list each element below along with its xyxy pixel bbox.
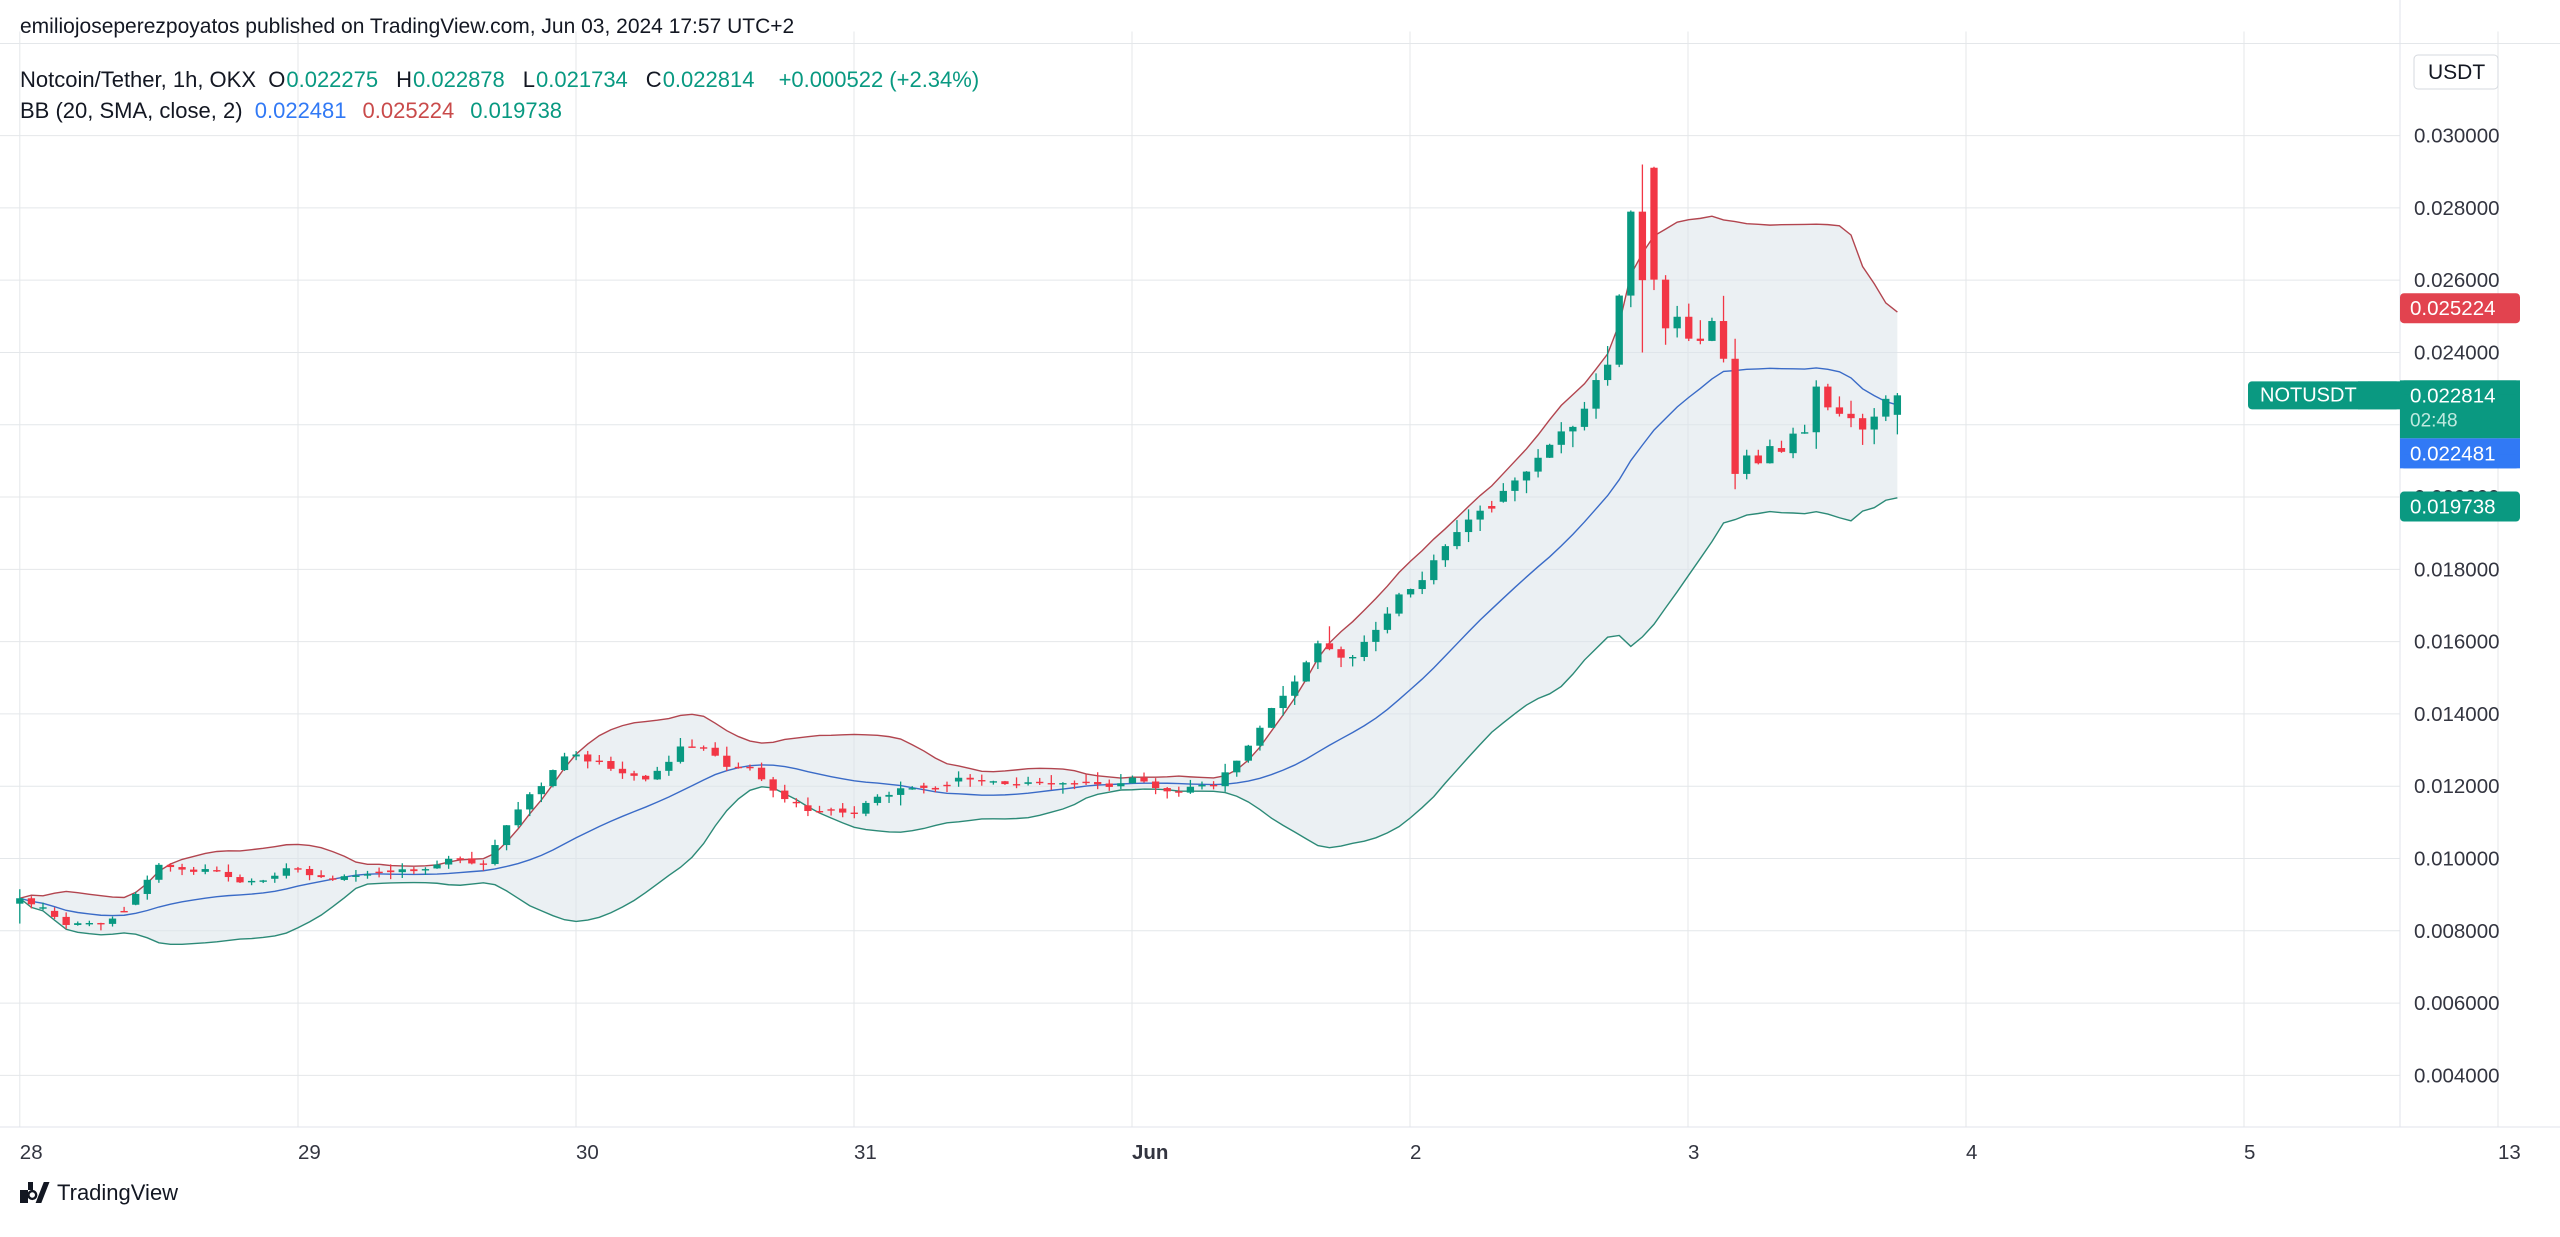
- svg-text:0.006000: 0.006000: [2414, 992, 2500, 1015]
- svg-text:0.014000: 0.014000: [2414, 703, 2500, 726]
- svg-text:0.004000: 0.004000: [2414, 1064, 2500, 1087]
- svg-text:0.019738: 0.019738: [2410, 496, 2496, 519]
- svg-text:3: 3: [1688, 1141, 1699, 1164]
- svg-text:0.012000: 0.012000: [2414, 775, 2500, 798]
- svg-text:0.018000: 0.018000: [2414, 558, 2500, 581]
- svg-text:0.026000: 0.026000: [2414, 269, 2500, 292]
- svg-text:0.022814: 0.022814: [2410, 384, 2496, 407]
- svg-text:NOTUSDT: NOTUSDT: [2260, 384, 2357, 406]
- svg-text:Jun: Jun: [1132, 1141, 1168, 1164]
- svg-text:28: 28: [20, 1141, 43, 1164]
- svg-text:4: 4: [1966, 1141, 1977, 1164]
- svg-text:0.025224: 0.025224: [2410, 297, 2496, 320]
- svg-text:29: 29: [298, 1141, 321, 1164]
- svg-text:USDT: USDT: [2428, 61, 2485, 84]
- svg-text:2: 2: [1410, 1141, 1421, 1164]
- svg-text:30: 30: [576, 1141, 599, 1164]
- svg-text:0.024000: 0.024000: [2414, 341, 2500, 364]
- svg-text:0.028000: 0.028000: [2414, 197, 2500, 220]
- svg-text:0.010000: 0.010000: [2414, 848, 2500, 871]
- svg-text:31: 31: [854, 1141, 877, 1164]
- svg-text:0.016000: 0.016000: [2414, 631, 2500, 654]
- svg-text:0.022481: 0.022481: [2410, 442, 2496, 465]
- svg-text:02:48: 02:48: [2410, 410, 2458, 431]
- svg-text:5: 5: [2244, 1141, 2255, 1164]
- svg-text:0.030000: 0.030000: [2414, 125, 2500, 148]
- svg-text:13: 13: [2498, 1141, 2521, 1164]
- svg-text:0.008000: 0.008000: [2414, 920, 2500, 943]
